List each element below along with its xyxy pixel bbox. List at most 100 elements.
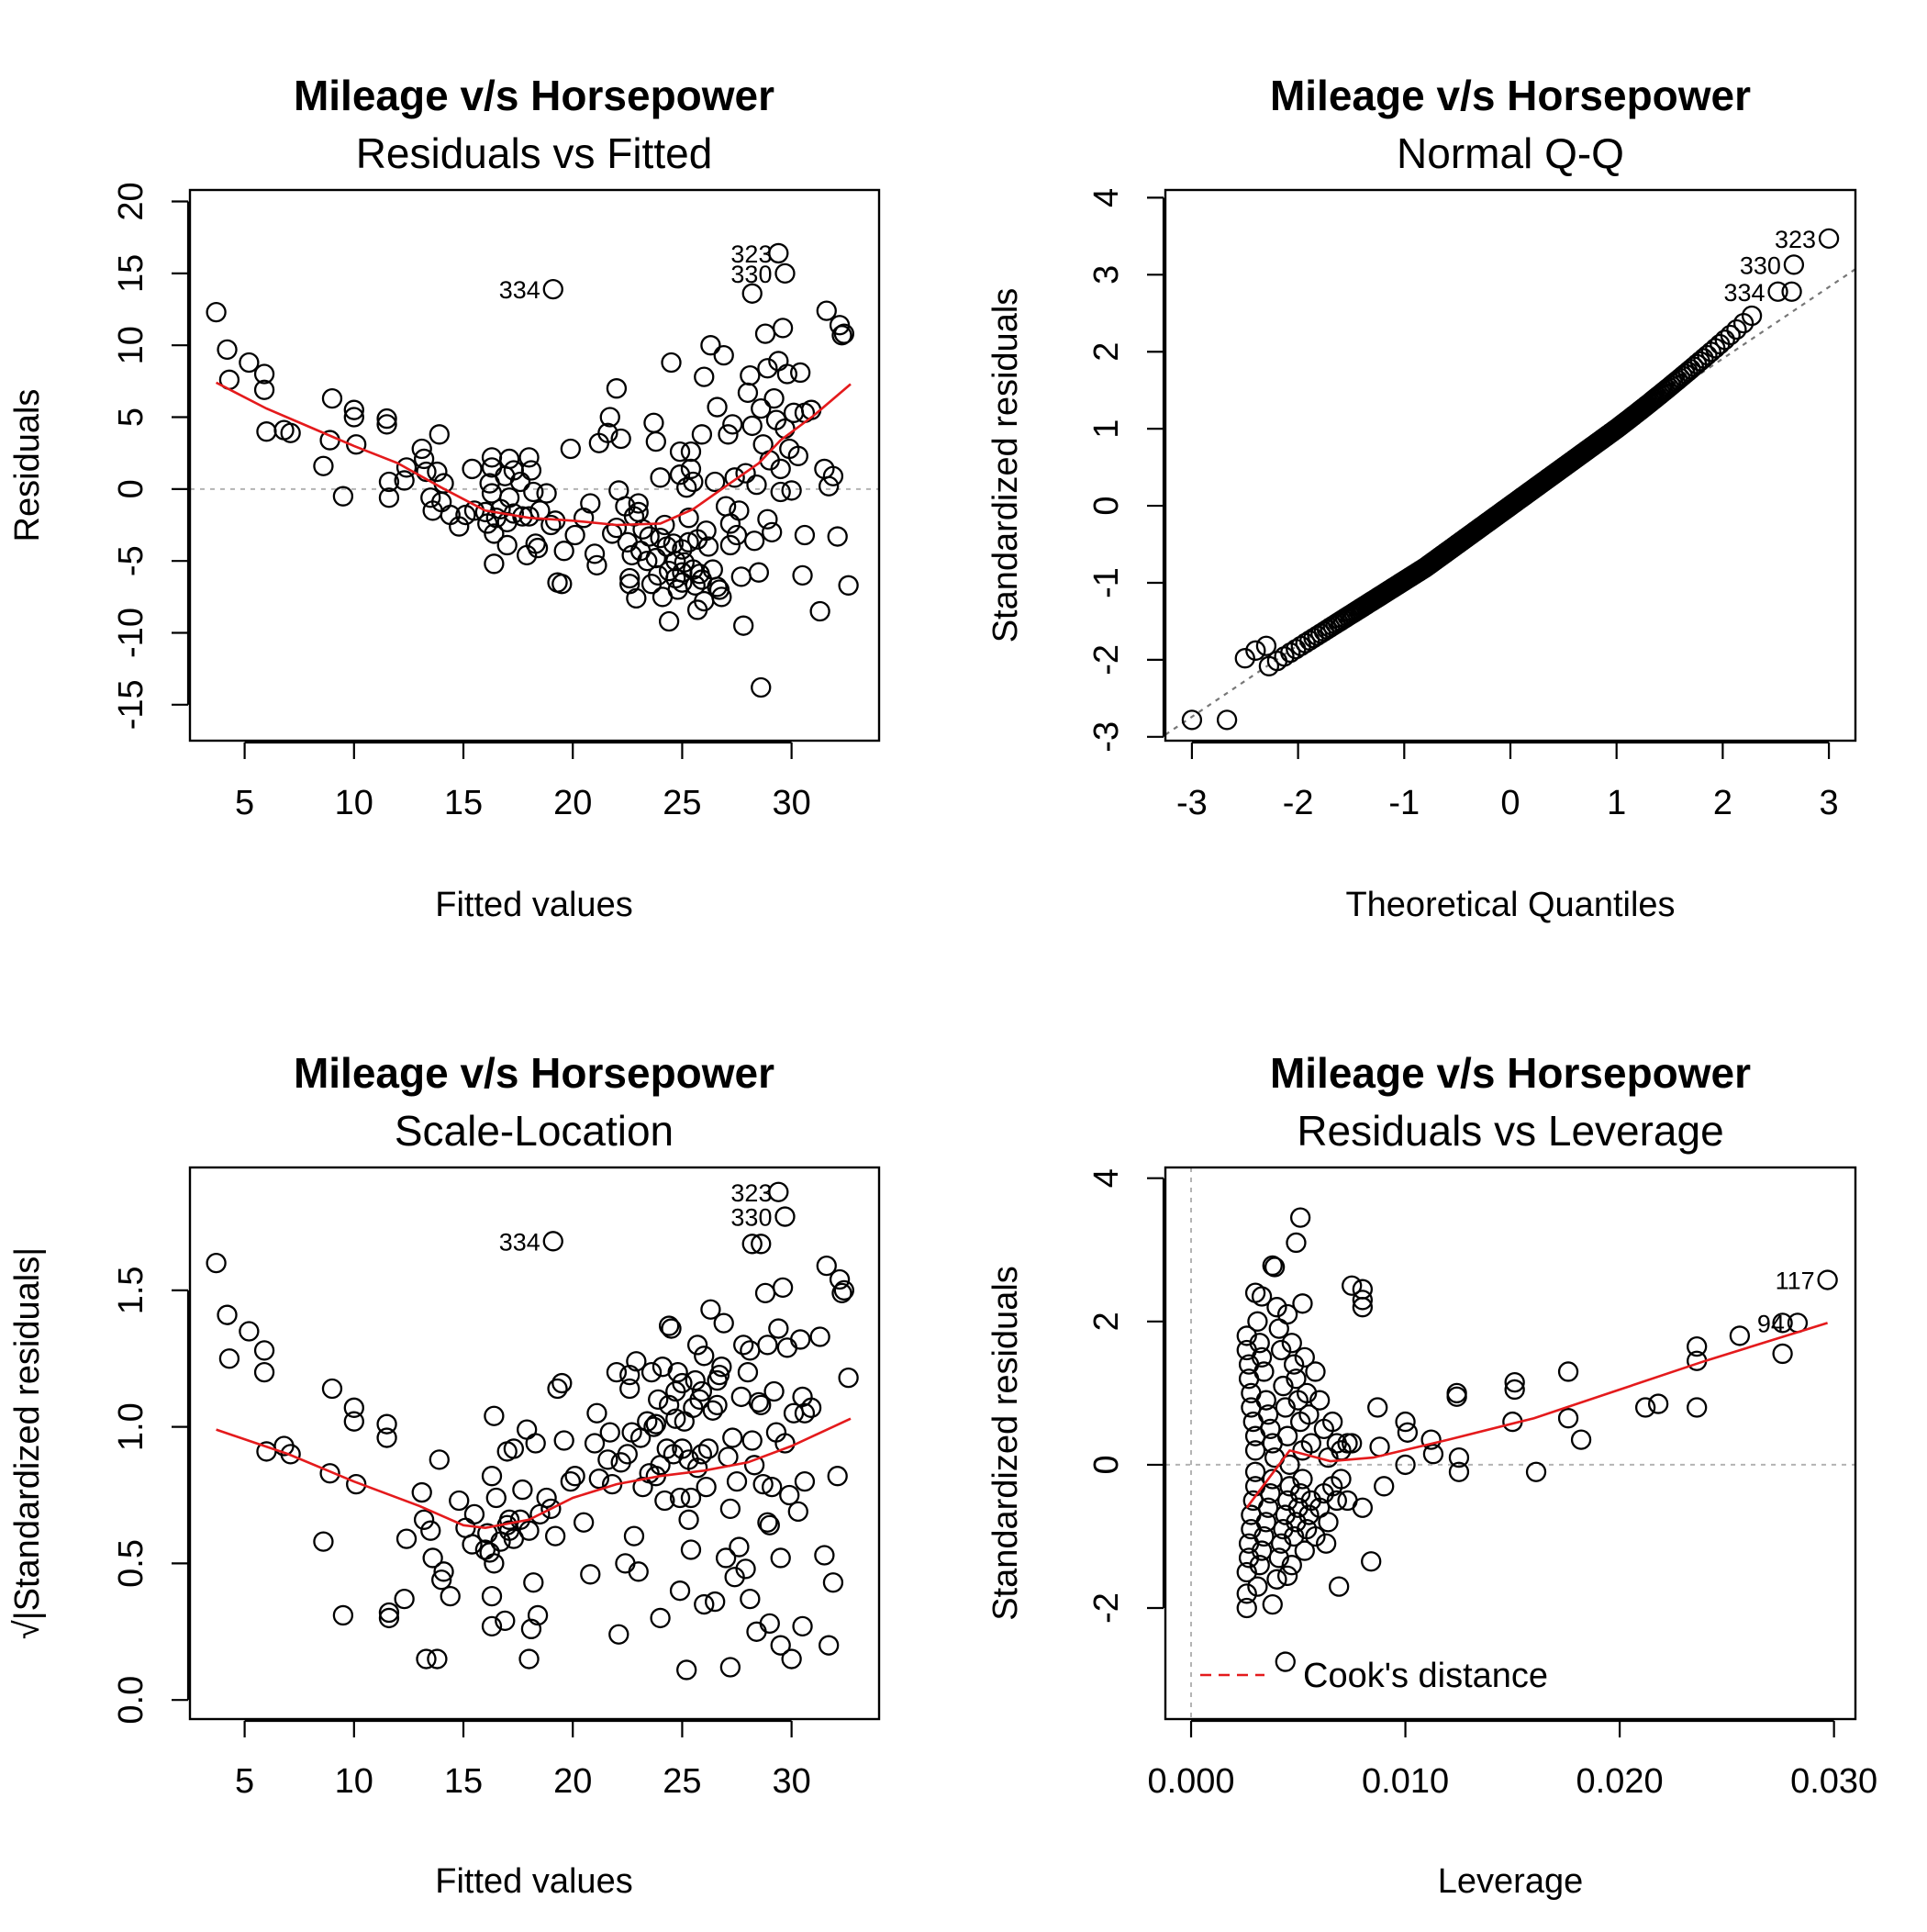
data-point [1557,1408,1579,1429]
data-point [702,559,723,580]
data-point [525,1433,546,1454]
plot-border [1164,188,1857,743]
data-point [376,1427,397,1448]
data-point [588,1469,609,1490]
panel-2: Mileage v/s Horsepower Normal Q-Q Theoreti… [986,72,1857,924]
y-tick-label: 0.5 [112,1539,150,1588]
data-point [1352,1297,1374,1318]
point-label: 323 [730,240,772,268]
point-label: 334 [499,1228,540,1256]
data-point [1342,1433,1363,1454]
data-point [498,448,520,470]
data-point [544,1525,566,1547]
data-point [708,1364,730,1386]
data-point [819,1635,840,1656]
data-point [484,1553,505,1574]
data-point [440,1585,461,1607]
data-point [1236,1597,1257,1619]
x-tick-label: 10 [335,1762,373,1801]
data-point [584,1433,606,1454]
data-point [1374,1476,1395,1497]
data-point [586,554,607,576]
data-point [1275,1397,1296,1418]
data-point [669,1580,691,1602]
data-point [376,414,397,435]
data-point [1251,1286,1273,1307]
point-label: 330 [1740,251,1781,279]
data-point [433,1561,454,1582]
data-point [819,475,840,497]
data-point [672,539,693,560]
y-tick-label: 10 [112,326,150,364]
y-axis-label: √|Standardized residuals| [8,1247,47,1639]
plot-area [1165,228,1855,736]
data-point [648,1389,669,1411]
data-point [822,1572,844,1593]
x-tick-label: 5 [235,784,254,822]
data-point [741,1234,763,1255]
x-tick-label: 0.020 [1576,1762,1664,1801]
data-point [498,1509,520,1530]
x-tick-label: 25 [663,784,701,822]
y-tick-label: -2 [1087,1592,1126,1624]
data-point [1772,1312,1793,1334]
point-label: 334 [1723,279,1765,307]
data-point [503,1528,525,1549]
data-point [1687,1335,1708,1357]
data-point [794,1471,816,1492]
data-point [748,1391,770,1413]
data-point [1294,1540,1315,1561]
data-point [654,514,675,536]
x-tick-label: 0 [1500,784,1520,822]
data-point [597,422,618,443]
x-tick-label: 30 [772,1762,810,1801]
data-point [754,1282,776,1304]
data-point [1422,1444,1444,1465]
y-axis: -15 -10 -5 0 5 10 15 20 [112,182,190,730]
data-point [564,1466,585,1487]
x-tick-label: 0.030 [1790,1762,1877,1801]
data-point [1726,318,1747,341]
data-point [551,1372,573,1394]
data-point [800,1397,822,1418]
data-point [1286,1232,1307,1254]
data-point [762,1476,783,1498]
data-point [1367,1397,1388,1418]
data-point [658,610,680,632]
data-point [462,1534,483,1555]
data-point [413,1509,435,1530]
data-point [1300,1433,1321,1454]
data-point [1253,1525,1275,1547]
x-tick-label: 15 [444,1762,483,1801]
data-point [343,1411,364,1432]
x-tick-label: 30 [772,784,810,822]
data-point [628,1561,649,1582]
data-point [1318,1512,1339,1533]
data-point [343,399,364,420]
data-point [378,1607,400,1629]
data-point [1289,1482,1311,1504]
data-point [527,1604,549,1626]
data-point [346,434,367,455]
data-point [838,575,859,596]
data-point [768,242,789,264]
data-point [770,1547,791,1569]
data-point [1247,1311,1268,1332]
y-tick-label: -3 [1087,721,1126,753]
data-point [463,1503,485,1525]
data-point [256,421,277,442]
data-point [619,1364,640,1386]
data-point [735,1558,756,1580]
data-point [1322,1411,1343,1433]
data-point [1448,1461,1470,1482]
data-point [1276,1490,1298,1512]
point-label: 330 [730,261,772,288]
data-point [751,397,772,419]
data-point [1280,642,1301,664]
y-tick-label: 1.0 [112,1402,150,1451]
data-point [416,461,437,483]
data-point [754,323,776,344]
data-point [253,1340,275,1361]
x-tick-label: 25 [663,1762,701,1801]
data-point [1273,1519,1294,1540]
